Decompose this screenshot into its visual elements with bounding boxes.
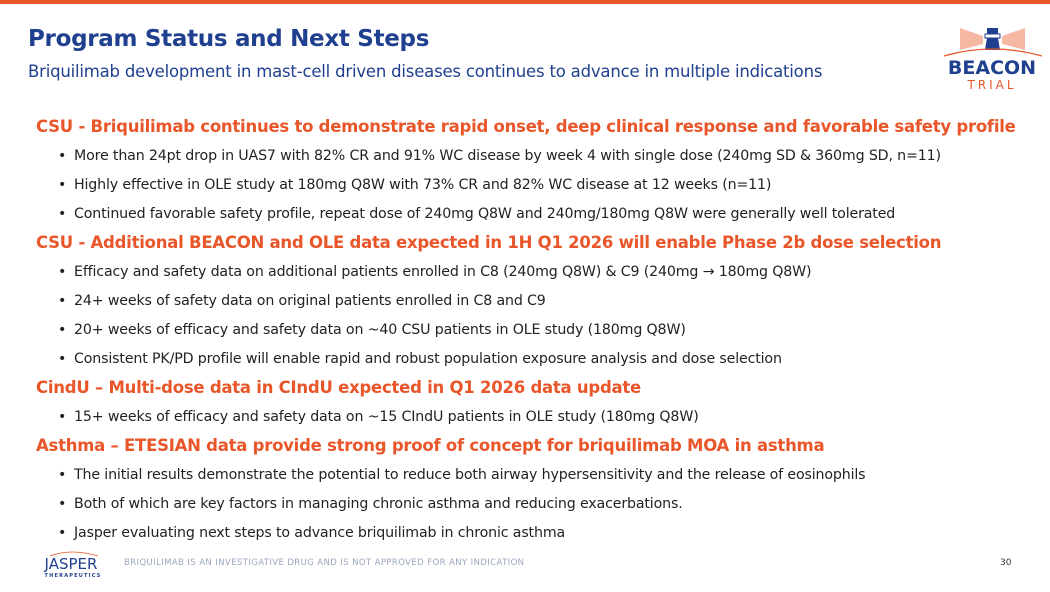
bullet-item: Both of which are key factors in managin… (36, 491, 1046, 520)
bullet-item: 20+ weeks of efficacy and safety data on… (36, 317, 1046, 346)
svg-text:JASPER: JASPER (44, 555, 98, 573)
beacon-trial-logo: BEACON TRIAL (943, 28, 1043, 92)
bullet-item: The initial results demonstrate the pote… (36, 462, 1046, 491)
jasper-therapeutics-logo: JASPER THERAPEUTICS (44, 551, 102, 579)
page-subtitle: Briquilimab development in mast-cell dri… (28, 62, 823, 81)
footer-disclaimer: BRIQUILIMAB IS AN INVESTIGATIVE DRUG AND… (124, 558, 525, 568)
bullet-item: Continued favorable safety profile, repe… (36, 201, 1046, 230)
bullet-item: Highly effective in OLE study at 180mg Q… (36, 172, 1046, 201)
section-heading: Asthma – ETESIAN data provide strong pro… (36, 436, 825, 455)
bullet-item: Consistent PK/PD profile will enable rap… (36, 346, 1046, 375)
page-title: Program Status and Next Steps (28, 26, 430, 52)
bullet-item: Efficacy and safety data on additional p… (36, 259, 1046, 288)
bullet-item: 15+ weeks of efficacy and safety data on… (36, 404, 1046, 433)
bullet-item: More than 24pt drop in UAS7 with 82% CR … (36, 143, 1046, 172)
page-number: 30 (1000, 558, 1012, 568)
section-heading: CindU – Multi-dose data in CIndU expecte… (36, 378, 641, 397)
section-heading: CSU - Additional BEACON and OLE data exp… (36, 233, 942, 252)
top-accent-bar (0, 0, 1050, 4)
bullet-item: Jasper evaluating next steps to advance … (36, 520, 1046, 549)
logo-text-trial: TRIAL (966, 78, 1016, 92)
svg-text:THERAPEUTICS: THERAPEUTICS (45, 573, 102, 579)
bullet-item: 24+ weeks of safety data on original pat… (36, 288, 1046, 317)
section-heading: CSU - Briquilimab continues to demonstra… (36, 117, 1016, 136)
logo-text-beacon: BEACON (948, 57, 1036, 79)
slide-content: CSU - Briquilimab continues to demonstra… (36, 114, 1046, 549)
